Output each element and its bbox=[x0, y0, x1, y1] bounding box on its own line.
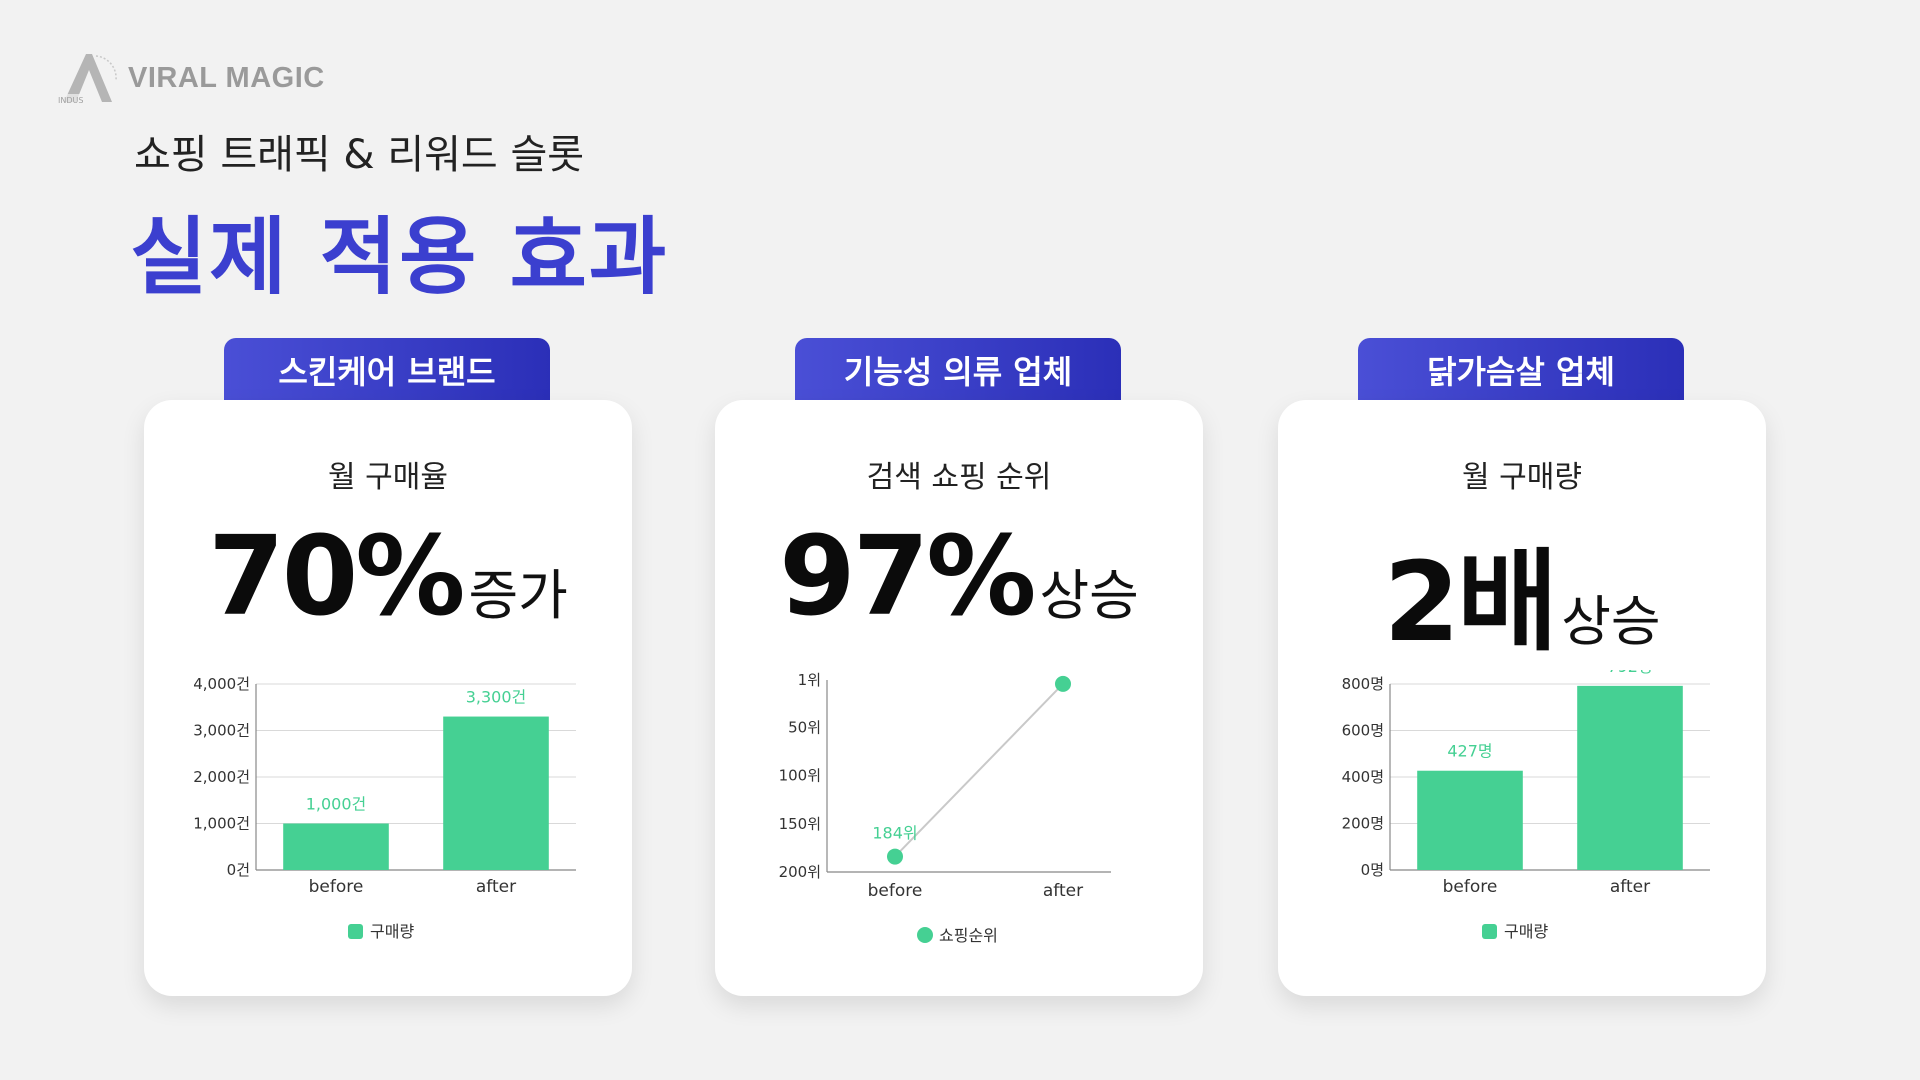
card-body: 월 구매율 70% 증가 0건 1,000건 2,000건 3,000건 4,000건 1,… bbox=[144, 400, 632, 996]
big-value: 97% bbox=[779, 512, 1036, 640]
card-tab: 기능성 의류 업체 bbox=[795, 338, 1121, 402]
legend-label: 구매량 bbox=[1504, 922, 1548, 941]
y-tick-label: 800명 bbox=[1342, 675, 1384, 693]
value-suffix: 증가 bbox=[468, 564, 568, 627]
logo-mark-icon: INDUS bbox=[56, 54, 117, 105]
data-label: 1,000건 bbox=[306, 795, 367, 814]
y-tick-label: 4,000건 bbox=[193, 675, 250, 693]
big-value: 70% bbox=[208, 512, 465, 640]
headline: 2배 상승 bbox=[1278, 512, 1766, 672]
y-tick-label: 200위 bbox=[779, 863, 821, 881]
card-skincare: 스킨케어 브랜드 월 구매율 70% 증가 0건 1,000건 2,000건 3,000… bbox=[144, 338, 632, 998]
series-line bbox=[894, 683, 1064, 858]
y-tick-label: 50위 bbox=[788, 718, 821, 736]
logo-mark-text: INDUS bbox=[58, 96, 83, 105]
y-tick-label: 150위 bbox=[779, 815, 821, 833]
data-point bbox=[1055, 675, 1071, 692]
bar bbox=[283, 823, 389, 870]
page-subtitle: 쇼핑 트래픽 & 리워드 슬롯 bbox=[134, 132, 585, 178]
x-tick-label: before bbox=[868, 881, 923, 901]
headline: 97% 상승 bbox=[715, 512, 1203, 640]
y-tick-label: 200명 bbox=[1342, 815, 1384, 833]
legend-label: 구매량 bbox=[370, 922, 414, 941]
chart-line-apparel: 1위50위100위150위200위184위before5위after쇼핑순위 bbox=[779, 671, 1111, 945]
data-point bbox=[887, 848, 903, 865]
bar bbox=[1577, 685, 1683, 870]
data-label: 427명 bbox=[1447, 742, 1492, 761]
x-tick-label: before bbox=[309, 877, 364, 897]
y-tick-label: 1위 bbox=[798, 671, 821, 689]
y-tick-label: 1,000건 bbox=[193, 815, 250, 833]
x-tick-label: before bbox=[1443, 877, 1498, 897]
logo-text: VIRAL MAGIC bbox=[128, 61, 325, 94]
legend-swatch bbox=[1482, 924, 1497, 939]
card-body: 검색 쇼핑 순위 97% 상승 1위 50위 100위 150위 200위 184위 befo… bbox=[715, 400, 1203, 996]
data-label: 792명 bbox=[1607, 670, 1652, 676]
headline: 70% 증가 bbox=[144, 512, 632, 640]
card-tab: 스킨케어 브랜드 bbox=[224, 338, 550, 402]
chart-bar-skincare: 0건 1,000건 2,000건 3,000건 4,000건 1,000건 before 3,… bbox=[193, 675, 576, 941]
x-tick-label: after bbox=[1610, 877, 1650, 897]
y-tick-label: 3,000건 bbox=[193, 722, 250, 740]
metric-label: 검색 쇼핑 순위 bbox=[866, 460, 1052, 495]
value-suffix: 상승 bbox=[1561, 590, 1661, 653]
metric-label: 월 구매량 bbox=[1462, 460, 1582, 495]
x-tick-label: after bbox=[1043, 881, 1083, 901]
legend-swatch bbox=[917, 927, 933, 943]
brand-logo: INDUS VIRAL MAGIC bbox=[56, 50, 325, 106]
x-tick-label: after bbox=[476, 877, 516, 897]
value-suffix: 상승 bbox=[1039, 564, 1139, 627]
bar bbox=[1417, 770, 1523, 870]
card-tab: 닭가슴살 업체 bbox=[1358, 338, 1684, 402]
bar bbox=[443, 716, 549, 870]
chart-bar-chicken: 0명 200명 400명 600명 800명 427명 before 792명 after 구매량 bbox=[1342, 670, 1710, 941]
data-label: 3,300건 bbox=[466, 688, 527, 707]
y-tick-label: 600명 bbox=[1342, 722, 1384, 740]
big-value: 2배 bbox=[1383, 538, 1558, 666]
data-label: 184위 bbox=[872, 824, 917, 843]
legend-swatch bbox=[348, 924, 363, 939]
y-tick-label: 0건 bbox=[227, 861, 250, 879]
legend-label: 쇼핑순위 bbox=[939, 926, 998, 945]
page-title: 실제 적용 효과 bbox=[130, 208, 669, 306]
y-tick-label: 0명 bbox=[1361, 861, 1384, 879]
metric-label: 월 구매율 bbox=[328, 460, 448, 495]
y-tick-label: 2,000건 bbox=[193, 768, 250, 786]
card-apparel: 기능성 의류 업체 검색 쇼핑 순위 97% 상승 1위 50위 100위 150위 20… bbox=[715, 338, 1203, 998]
y-tick-label: 100위 bbox=[779, 767, 821, 785]
y-tick-label: 400명 bbox=[1342, 768, 1384, 786]
card-chicken: 닭가슴살 업체 월 구매량 2배 상승 0명 200명 400명 600명 800명 427… bbox=[1278, 338, 1766, 998]
